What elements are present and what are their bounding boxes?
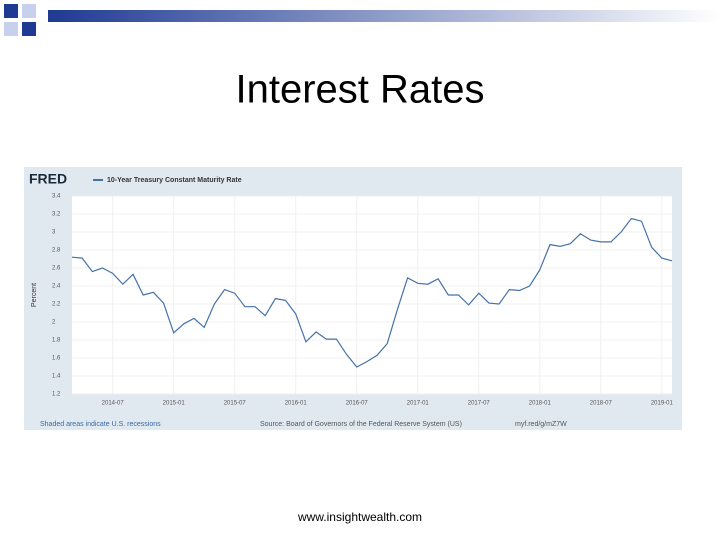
y-tick-label: 2.2 [52, 302, 61, 308]
data-line [71, 217, 673, 368]
chart-link: myf.red/g/mZ7W [515, 421, 567, 428]
y-axis-label: Percent [31, 283, 38, 307]
x-tick-label: 2015-07 [224, 401, 247, 407]
y-tick-label: 3.2 [52, 212, 61, 218]
y-tick-label: 3 [52, 230, 56, 236]
chart-brand: FRED [29, 171, 67, 187]
y-tick-label: 2.6 [52, 266, 61, 272]
x-tick-label: 2014-07 [102, 401, 125, 407]
x-tick-label: 2016-07 [346, 401, 369, 407]
slide-title: Interest Rates [235, 68, 484, 112]
x-tick-label: 2016-01 [285, 401, 308, 407]
decor-square [4, 22, 18, 36]
y-tick-label: 1.6 [52, 356, 61, 362]
decor-square [22, 4, 36, 18]
x-tick-label: 2017-07 [468, 401, 491, 407]
chart-source: Source: Board of Governors of the Federa… [260, 421, 462, 428]
plot-area [72, 196, 672, 394]
x-tick-label: 2015-01 [163, 401, 186, 407]
y-tick-label: 1.2 [52, 392, 61, 398]
x-tick-label: 2018-01 [529, 401, 552, 407]
header-bar [48, 10, 720, 22]
x-tick-label: 2019-01 [651, 401, 674, 407]
slide-footer: www.insightwealth.com [297, 510, 422, 524]
y-tick-label: 2.4 [52, 284, 61, 290]
chart-note: Shaded areas indicate U.S. recessions [40, 421, 161, 428]
y-tick-label: 1.4 [52, 374, 61, 380]
decor-square [22, 22, 36, 36]
y-tick-label: 1.8 [52, 338, 61, 344]
x-tick-label: 2018-07 [590, 401, 613, 407]
x-tick-label: 2017-01 [407, 401, 430, 407]
decor-square [4, 4, 18, 18]
y-tick-label: 2 [52, 320, 56, 326]
y-tick-label: 3.4 [52, 194, 61, 200]
chart-title: 10-Year Treasury Constant Maturity Rate [107, 177, 242, 184]
y-tick-label: 2.8 [52, 248, 61, 254]
